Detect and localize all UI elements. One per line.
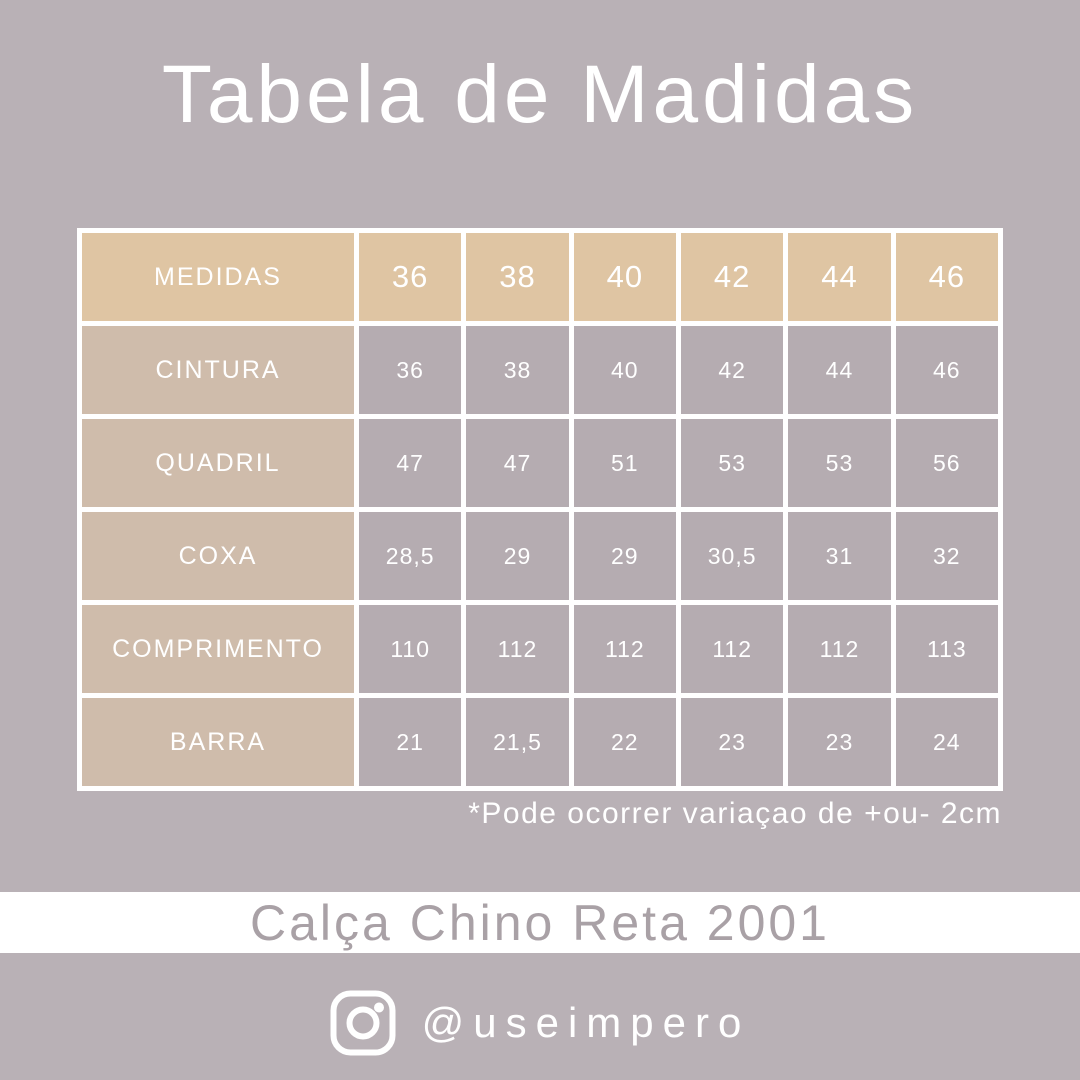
value-cell: 31 (788, 512, 891, 600)
row-label: BARRA (82, 698, 354, 786)
value-cell: 40 (573, 326, 676, 414)
row-label: QUADRIL (82, 419, 354, 507)
value-cell: 24 (895, 698, 998, 786)
value-cell: 110 (359, 605, 462, 693)
value-cell: 38 (466, 326, 569, 414)
table-row-barra: BARRA 21 21,5 22 23 23 24 (82, 698, 998, 786)
product-band: Calça Chino Reta 2001 (0, 892, 1080, 953)
value-cell: 56 (895, 419, 998, 507)
value-cell: 112 (466, 605, 569, 693)
value-cell: 112 (788, 605, 891, 693)
table-row-quadril: QUADRIL 47 47 51 53 53 56 (82, 419, 998, 507)
value-cell: 30,5 (680, 512, 784, 600)
value-cell: 23 (788, 698, 891, 786)
header-cell-size: 38 (466, 233, 569, 321)
value-cell: 44 (788, 326, 891, 414)
value-cell: 28,5 (359, 512, 462, 600)
value-cell: 46 (895, 326, 998, 414)
value-cell: 29 (573, 512, 676, 600)
header-cell-size: 46 (895, 233, 998, 321)
value-cell: 47 (359, 419, 462, 507)
value-cell: 42 (680, 326, 784, 414)
value-cell: 113 (895, 605, 998, 693)
page-title: Tabela de Madidas (161, 49, 919, 140)
row-label: COXA (82, 512, 354, 600)
value-cell: 23 (680, 698, 784, 786)
value-cell: 32 (895, 512, 998, 600)
table-row-cintura: CINTURA 36 38 40 42 44 46 (82, 326, 998, 414)
table-row-comprimento: COMPRIMENTO 110 112 112 112 112 113 (82, 605, 998, 693)
footer: @useimpero (0, 953, 1080, 1080)
row-label: CINTURA (82, 326, 354, 414)
product-name: Calça Chino Reta 2001 (250, 894, 830, 951)
value-cell: 51 (573, 419, 676, 507)
header-cell-size: 36 (359, 233, 462, 321)
header-cell-medidas: MEDIDAS (82, 233, 354, 321)
value-cell: 21 (359, 698, 462, 786)
value-cell: 22 (573, 698, 676, 786)
row-label: COMPRIMENTO (82, 605, 354, 693)
table-header-row: MEDIDAS 36 38 40 42 44 46 (82, 233, 998, 321)
table-row-coxa: COXA 28,5 29 29 30,5 31 32 (82, 512, 998, 600)
value-cell: 53 (680, 419, 784, 507)
variation-footnote: *Pode ocorrer variaçao de +ou- 2cm (468, 797, 1002, 830)
value-cell: 29 (466, 512, 569, 600)
instagram-handle: @useimpero (421, 998, 751, 1046)
header-cell-size: 40 (573, 233, 676, 321)
header-cell-size: 44 (788, 233, 891, 321)
header-cell-size: 42 (680, 233, 784, 321)
value-cell: 47 (466, 419, 569, 507)
value-cell: 36 (359, 326, 462, 414)
value-cell: 21,5 (466, 698, 569, 786)
value-cell: 112 (573, 605, 676, 693)
size-table: MEDIDAS 36 38 40 42 44 46 CINTURA 36 38 … (77, 228, 1003, 791)
value-cell: 112 (680, 605, 784, 693)
instagram-icon (330, 990, 396, 1055)
value-cell: 53 (788, 419, 891, 507)
